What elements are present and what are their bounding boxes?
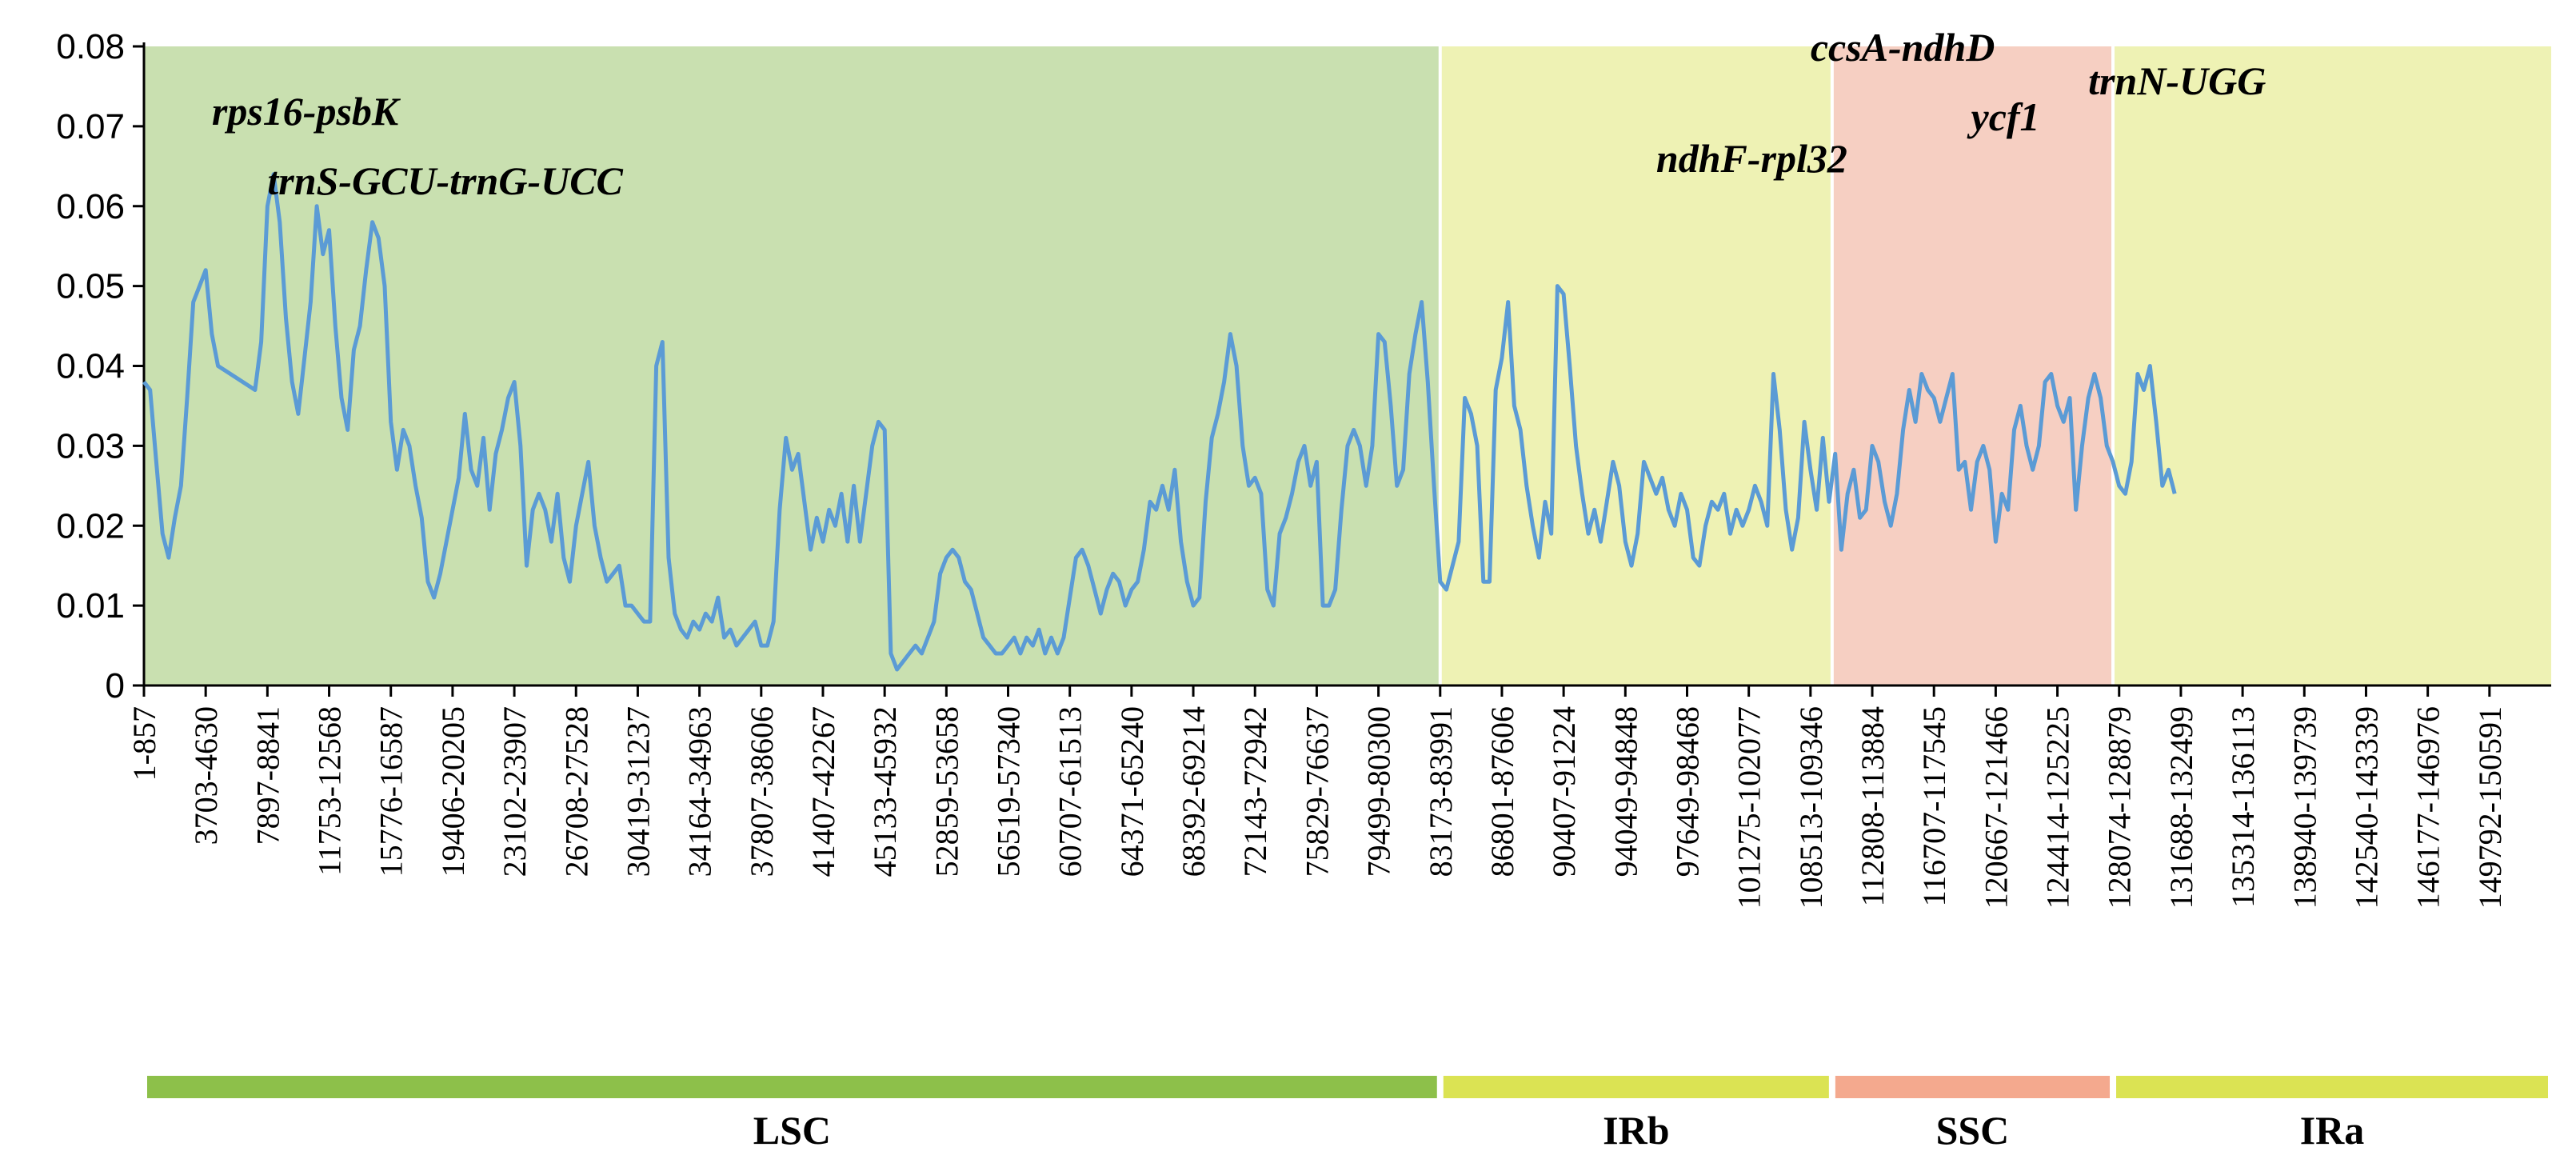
x-tick-label: 7897-8841 bbox=[250, 706, 286, 845]
x-tick-label: 108513-109346 bbox=[1793, 706, 1829, 909]
x-tick-labels: 1-857 3703-4630 7897-8841 11753-12568 15776-… bbox=[126, 706, 2508, 909]
annotation-label: rps16-psbK bbox=[212, 89, 401, 134]
y-tick-label: 0.06 bbox=[56, 187, 125, 226]
x-tick-label: 86801-87606 bbox=[1484, 706, 1520, 877]
x-tick-label: 19406-20205 bbox=[435, 706, 471, 877]
y-tick-label: 0.04 bbox=[56, 347, 125, 386]
annotation-label: ycf1 bbox=[1967, 94, 2040, 139]
region-bar-lsc bbox=[147, 1076, 1437, 1098]
annotations: rps16-psbK trnS-GCU-trnG-UCC ndhF-rpl32 ccs… bbox=[212, 25, 2266, 203]
region-bg-ira bbox=[2113, 46, 2551, 685]
x-tick-label: 64371-65240 bbox=[1114, 706, 1150, 877]
x-tick-label: 34164-34963 bbox=[682, 706, 718, 877]
region-bg-ssc bbox=[1831, 46, 2114, 685]
x-tick-label: 45133-45932 bbox=[867, 706, 903, 877]
region-label-ira: IRa bbox=[2300, 1108, 2365, 1153]
x-tick-label: 116707-117545 bbox=[1916, 706, 1952, 906]
y-tick-label: 0 bbox=[106, 666, 125, 705]
x-tick-label: 30419-31237 bbox=[620, 706, 656, 877]
region-label-lsc: LSC bbox=[753, 1108, 831, 1153]
x-tick-label: 90407-91224 bbox=[1546, 706, 1582, 877]
y-tick-label: 0.02 bbox=[56, 506, 125, 546]
x-tick-label: 79499-80300 bbox=[1361, 706, 1397, 877]
x-tick-label: 149792-150591 bbox=[2472, 706, 2508, 909]
y-tick-label: 0.05 bbox=[56, 267, 125, 306]
x-tick-label: 94049-94848 bbox=[1608, 706, 1643, 877]
y-tick-label: 0.07 bbox=[56, 107, 125, 146]
x-tick-label: 142540-143339 bbox=[2348, 706, 2384, 909]
x-tick-label: 68392-69214 bbox=[1176, 706, 1212, 877]
x-tick-label: 26708-27528 bbox=[558, 706, 594, 877]
annotation-label: ndhF-rpl32 bbox=[1656, 136, 1847, 181]
x-tick-label: 75829-76637 bbox=[1299, 706, 1335, 877]
x-tick-label: 135314-136113 bbox=[2225, 706, 2261, 908]
x-tick-label: 11753-12568 bbox=[312, 706, 348, 876]
region-bg-lsc bbox=[144, 46, 1440, 685]
x-tick-label: 83173-83991 bbox=[1423, 706, 1459, 877]
x-tick-label: 41407-42267 bbox=[805, 706, 841, 877]
x-tick-label: 60707-61513 bbox=[1052, 706, 1088, 877]
annotation-label: trnS-GCU-trnG-UCC bbox=[267, 158, 623, 203]
region-bars: LSC IRb SSC IRa bbox=[147, 1076, 2548, 1153]
region-bg-irb bbox=[1440, 46, 1832, 685]
y-tick-label: 0.08 bbox=[56, 27, 125, 66]
annotation-label: trnN-UGG bbox=[2088, 58, 2266, 103]
x-tick-label: 1-857 bbox=[126, 706, 162, 781]
y-tick-label: 0.03 bbox=[56, 426, 125, 466]
x-tick-label: 138940-139739 bbox=[2286, 706, 2322, 909]
region-bar-ssc bbox=[1835, 1076, 2111, 1098]
x-tick-label: 97649-98468 bbox=[1669, 706, 1705, 877]
x-tick-label: 112808-113884 bbox=[1855, 706, 1891, 906]
pi-line-series bbox=[142, 172, 2177, 672]
axes bbox=[133, 42, 2551, 697]
region-bar-irb bbox=[1443, 1076, 1829, 1098]
x-tick-label: 3703-4630 bbox=[188, 706, 224, 845]
region-label-ssc: SSC bbox=[1936, 1108, 2010, 1153]
x-tick-label: 101275-102077 bbox=[1731, 706, 1767, 909]
region-backgrounds bbox=[144, 38, 2551, 685]
y-tick-label: 0.01 bbox=[56, 586, 125, 625]
x-tick-label: 15776-16587 bbox=[373, 706, 409, 877]
annotation-label: ccsA-ndhD bbox=[1811, 25, 1995, 70]
series-line bbox=[142, 172, 2177, 672]
x-tick-label: 124414-125225 bbox=[2040, 706, 2076, 909]
x-tick-label: 120667-121466 bbox=[1978, 706, 2014, 909]
x-tick-label: 56519-57340 bbox=[991, 706, 1027, 877]
region-label-irb: IRb bbox=[1603, 1108, 1669, 1153]
y-tick-labels: 0 0.01 0.02 0.03 0.04 0.05 0.06 0.07 0.08 bbox=[56, 27, 125, 705]
x-tick-label: 72143-72942 bbox=[1237, 706, 1273, 877]
x-tick-label: 146177-146976 bbox=[2410, 706, 2446, 909]
x-tick-label: 131688-132499 bbox=[2163, 706, 2199, 909]
region-bar-ira bbox=[2116, 1076, 2548, 1098]
x-tick-label: 23102-23907 bbox=[497, 706, 533, 877]
x-tick-label: 128074-128879 bbox=[2102, 706, 2138, 909]
x-tick-label: 37807-38606 bbox=[744, 706, 780, 877]
x-tick-label: 52859-53658 bbox=[929, 706, 965, 877]
